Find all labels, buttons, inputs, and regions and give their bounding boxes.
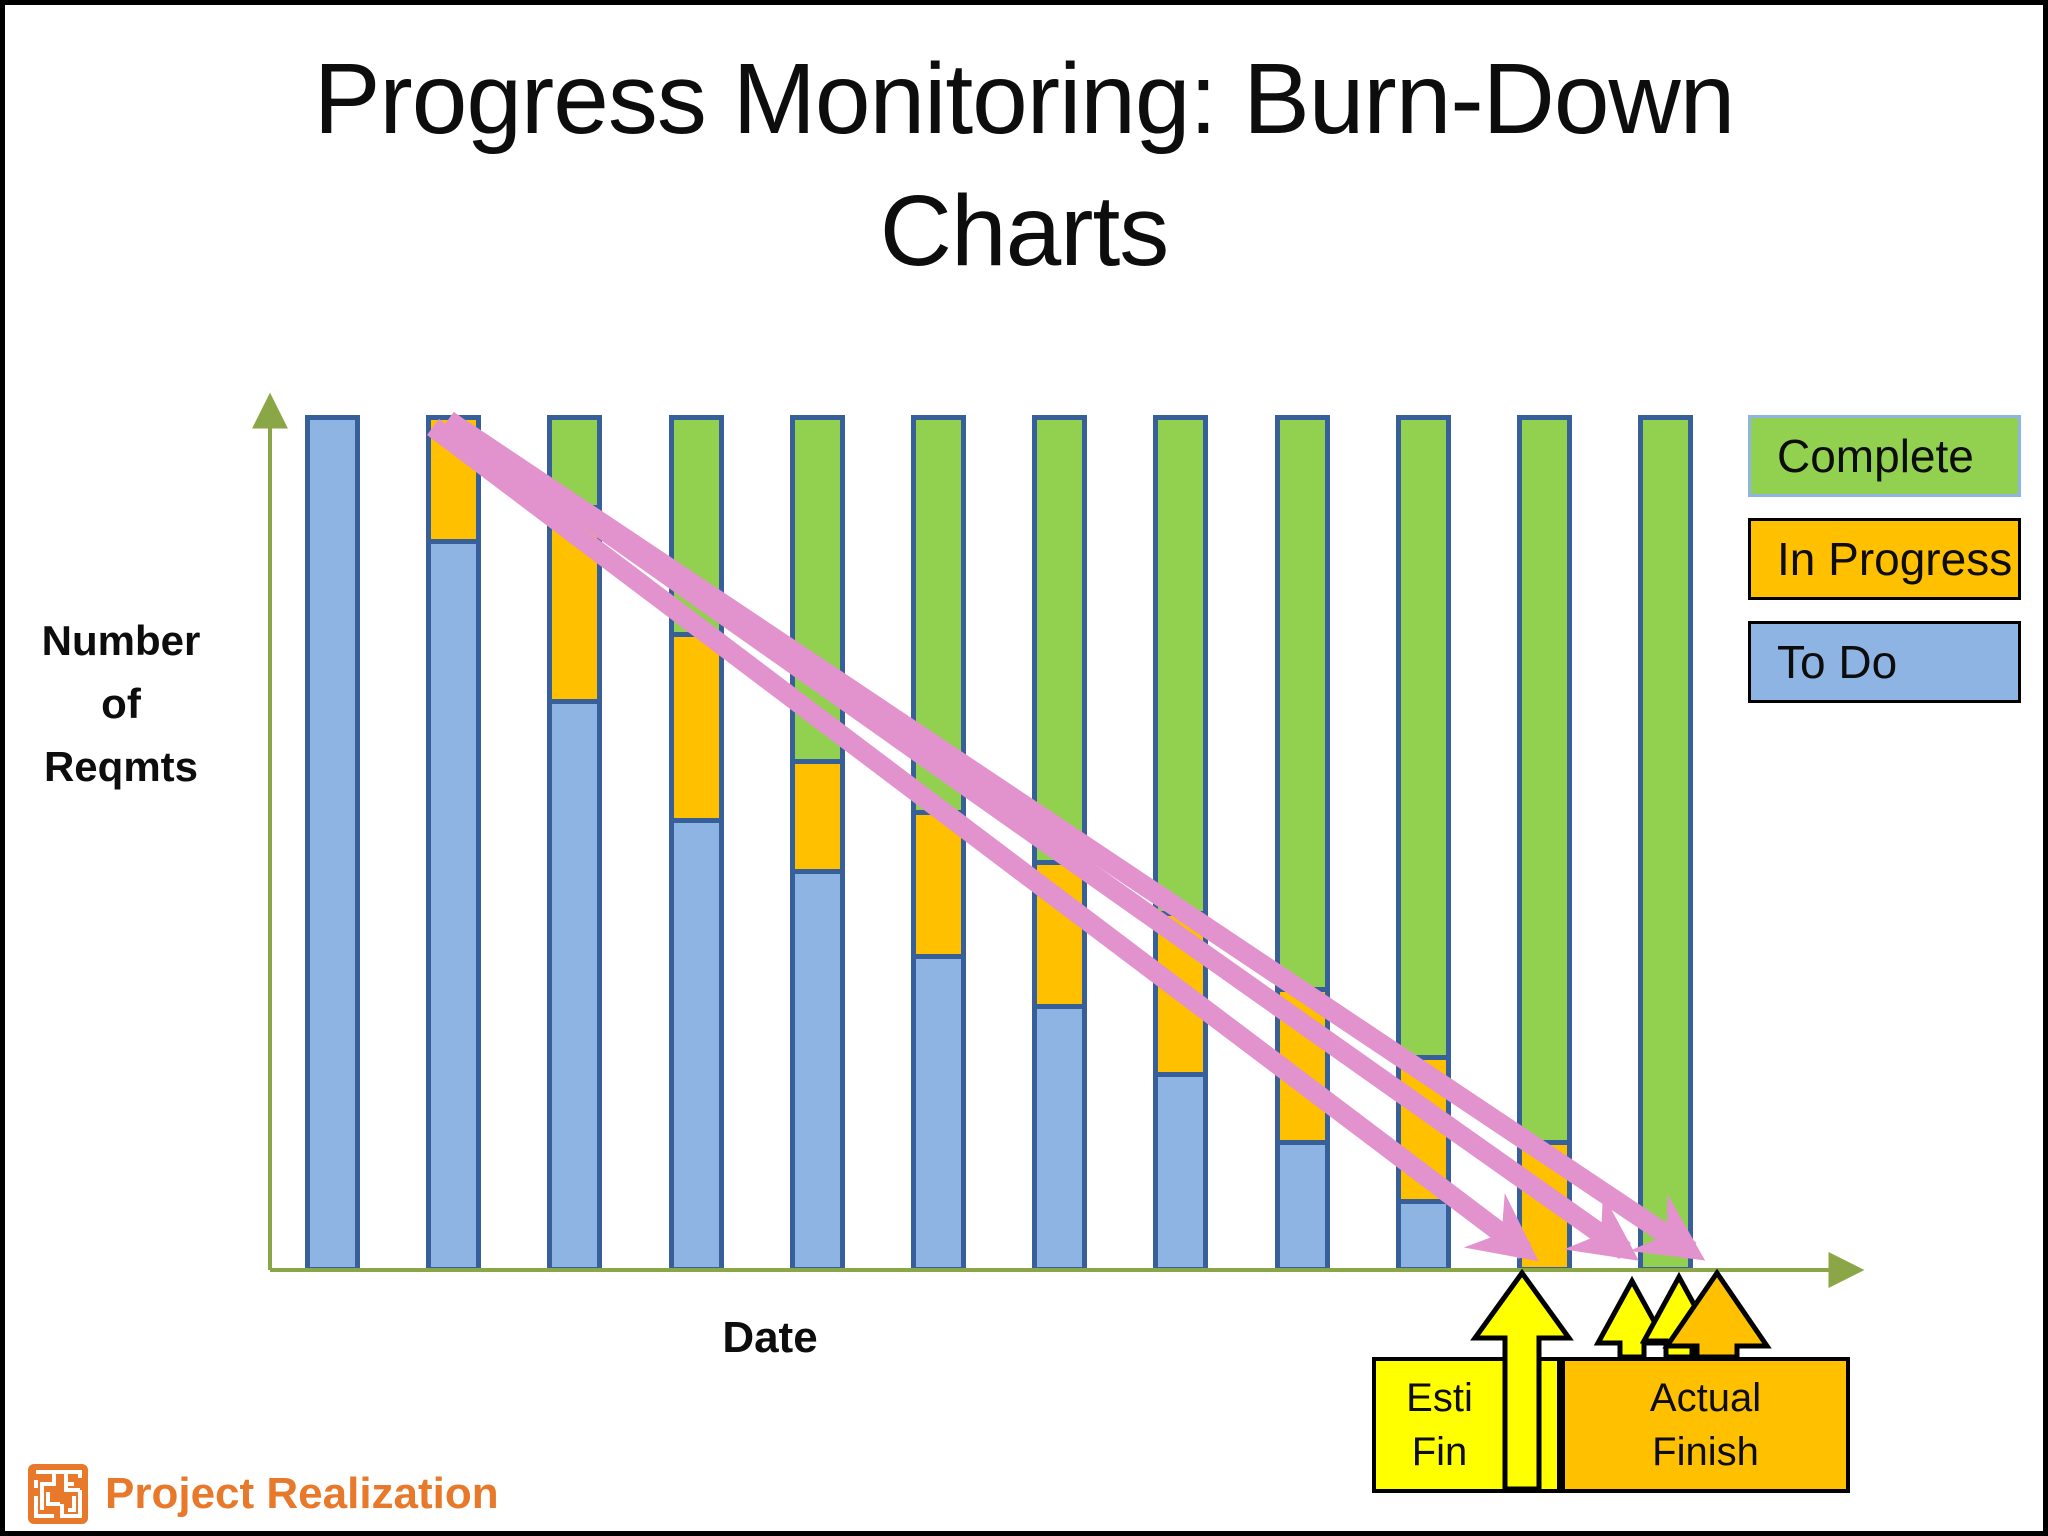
brand-name: Project Realization: [105, 1469, 499, 1518]
legend-item-in-progress: In Progress: [1748, 518, 2021, 600]
bar-segment-in-progress: [795, 758, 840, 869]
y-axis-label-line2: of: [101, 680, 141, 727]
finish-up-arrow-2: [1593, 1275, 1671, 1360]
bar-segment-complete: [916, 420, 961, 810]
legend-label: To Do: [1777, 636, 1898, 688]
bar-segment-complete: [674, 420, 719, 632]
burndown-bar-9: [1275, 415, 1330, 1272]
burndown-bar-7: [1032, 415, 1087, 1272]
finish-up-arrow-4: [1662, 1268, 1772, 1360]
bar-segment-complete: [1280, 420, 1325, 988]
maze-logo-icon: [28, 1464, 88, 1524]
burndown-bar-8: [1153, 415, 1208, 1272]
burndown-bar-12: [1638, 415, 1693, 1272]
chart-legend: Complete In Progress To Do: [1748, 415, 2021, 724]
bar-segment-to-do: [795, 868, 840, 1267]
bar-segment-complete: [1401, 420, 1446, 1056]
bar-segment-complete: [1158, 420, 1203, 912]
actual-finish-label-line1: Actual: [1649, 1376, 1762, 1420]
bar-segment-complete: [1643, 420, 1688, 1267]
y-axis-label-line3: Reqmts: [43, 743, 199, 790]
bar-segment-in-progress: [1158, 911, 1203, 1073]
bar-segment-to-do: [1037, 1004, 1082, 1267]
bar-segment-in-progress: [674, 631, 719, 819]
burndown-bar-2: [426, 415, 481, 1272]
bar-segment-to-do: [674, 818, 719, 1267]
bar-segment-to-do: [552, 699, 597, 1267]
footer-brand: Project Realization: [27, 1463, 499, 1525]
burndown-bar-1: [305, 415, 360, 1272]
bar-segment-in-progress: [552, 504, 597, 700]
burndown-bar-3: [547, 415, 602, 1272]
slide-title-line1: Progress Monitoring: Burn-Down: [313, 43, 1736, 155]
burndown-bar-10: [1396, 415, 1451, 1272]
y-axis-label: Number of Reqmts: [21, 609, 221, 798]
bar-segment-in-progress: [1280, 987, 1325, 1140]
x-axis-label: Date: [722, 1313, 818, 1362]
estimated-finish-label-line1: Esti: [1406, 1376, 1473, 1420]
actual-finish-box: Actual Finish: [1561, 1357, 1850, 1493]
burndown-bar-11: [1517, 415, 1572, 1272]
legend-item-to-do: To Do: [1748, 621, 2021, 703]
legend-label: In Progress: [1777, 533, 2013, 585]
burndown-bar-6: [911, 415, 966, 1272]
bar-segment-to-do: [1280, 1139, 1325, 1267]
bar-segment-complete: [1522, 420, 1567, 1140]
bar-segment-complete: [552, 420, 597, 505]
bar-segment-to-do: [310, 420, 355, 1267]
burndown-bar-4: [669, 415, 724, 1272]
bar-segment-to-do: [1401, 1199, 1446, 1267]
bar-segment-to-do: [431, 538, 476, 1267]
bar-segment-to-do: [916, 953, 961, 1267]
bar-segment-complete: [795, 420, 840, 759]
legend-label: Complete: [1777, 430, 1974, 482]
bar-segment-complete: [1037, 420, 1082, 861]
finish-up-arrow-3: [1639, 1271, 1719, 1360]
bar-segment-in-progress: [1037, 860, 1082, 1005]
estimated-finish-box: Esti Fin: [1372, 1357, 1561, 1493]
bar-segment-in-progress: [1522, 1139, 1567, 1267]
legend-item-complete: Complete: [1748, 415, 2021, 497]
bar-segment-in-progress: [431, 420, 476, 539]
y-axis-label-line1: Number: [41, 617, 201, 664]
actual-finish-label-line2: Finish: [1652, 1430, 1759, 1474]
bar-segment-in-progress: [1401, 1055, 1446, 1200]
burndown-bar-5: [790, 415, 845, 1272]
slide-title-line2: Charts: [879, 175, 1170, 287]
estimated-finish-label-line2: Fin: [1411, 1430, 1468, 1474]
bar-segment-to-do: [1158, 1072, 1203, 1267]
bar-segment-in-progress: [916, 809, 961, 954]
slide-title: Progress Monitoring: Burn-Down Charts: [5, 33, 2043, 297]
